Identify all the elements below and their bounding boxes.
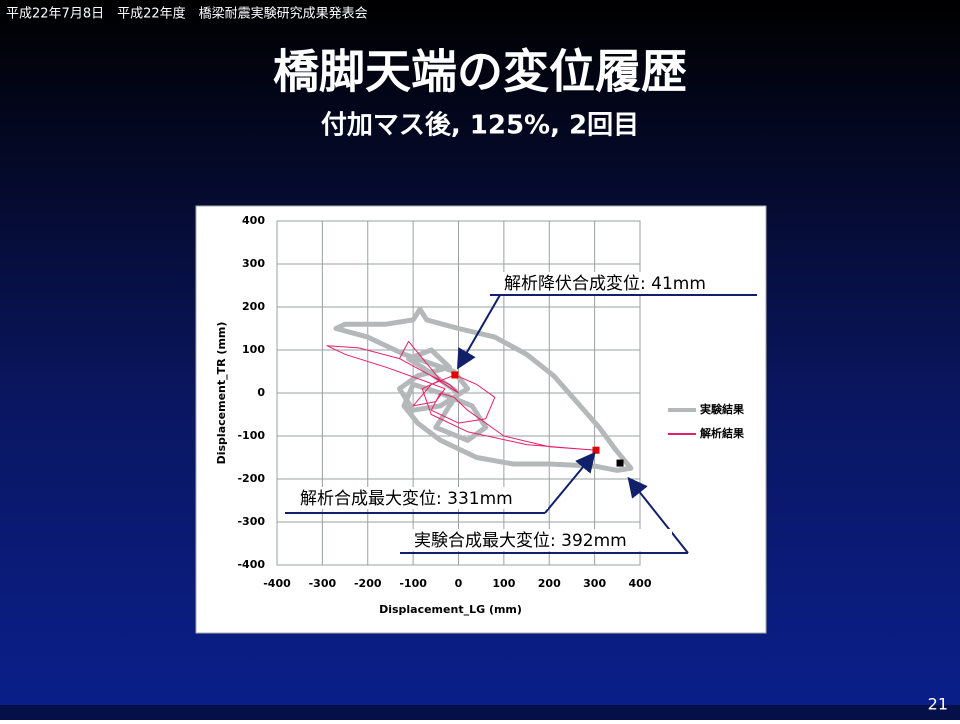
legend-label: 実験結果 <box>700 402 744 416</box>
y-tick-label: 100 <box>242 343 265 356</box>
x-tick-label: -100 <box>399 577 427 590</box>
y-tick-label: 400 <box>242 214 265 227</box>
annotation-bg <box>500 272 745 294</box>
y-tick-label: 200 <box>242 300 265 313</box>
x-tick-label: 100 <box>492 577 515 590</box>
series-line <box>333 306 634 473</box>
marker <box>616 459 624 467</box>
legend-label: 解析結果 <box>700 426 744 440</box>
marker <box>451 371 459 379</box>
y-tick-label: 0 <box>257 386 265 399</box>
x-tick-label: -400 <box>263 577 291 590</box>
footer-band <box>0 705 960 720</box>
x-tick-label: 0 <box>455 577 463 590</box>
x-axis-label: Displacement_LG (mm) <box>379 603 522 616</box>
title: 橋脚天端の変位履歴 <box>273 45 687 99</box>
y-tick-label: -200 <box>237 472 265 485</box>
annotation-bg <box>410 529 672 551</box>
marker <box>592 446 600 454</box>
y-tick-label: -100 <box>237 429 265 442</box>
x-tick-label: -200 <box>354 577 382 590</box>
y-tick-label: -400 <box>237 558 265 571</box>
x-tick-label: -300 <box>309 577 337 590</box>
page-number: 21 <box>928 695 948 714</box>
annotation: 解析合成最大変位: 331mm <box>300 489 513 509</box>
annotation-bg <box>296 487 548 509</box>
y-tick-label: 300 <box>242 257 265 270</box>
y-tick-label: -300 <box>237 515 265 528</box>
y-axis-label: Displacement_TR (mm) <box>215 322 228 465</box>
subtitle: 付加マス後, 125%, 2回目 <box>321 110 639 141</box>
header: 平成22年7月8日 平成22年度 橋梁耐震実験研究成果発表会 <box>6 6 368 22</box>
annotation: 実験合成最大変位: 392mm <box>414 531 627 551</box>
series-line <box>326 340 597 451</box>
annotation: 解析降伏合成変位: 41mm <box>504 274 706 294</box>
x-tick-label: 200 <box>538 577 561 590</box>
annotation-lines <box>285 294 757 554</box>
x-tick-label: 400 <box>629 577 652 590</box>
x-tick-label: 300 <box>583 577 606 590</box>
